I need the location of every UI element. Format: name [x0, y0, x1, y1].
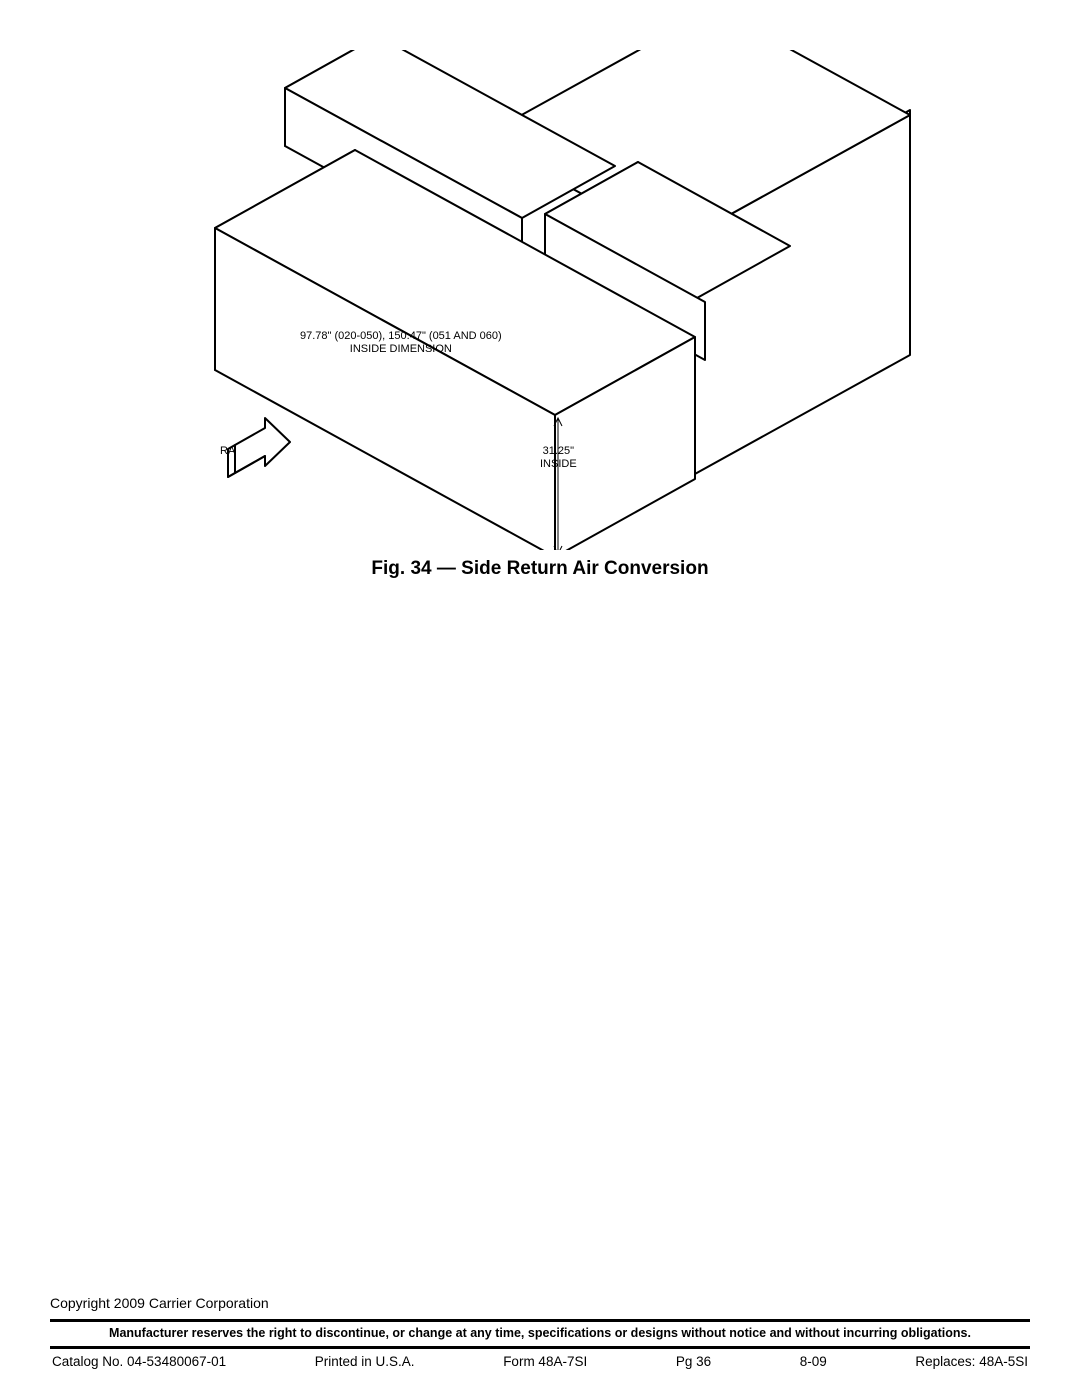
ra-label: RA: [220, 445, 235, 458]
copyright-text: Copyright 2009 Carrier Corporation: [50, 1295, 1030, 1311]
isometric-drawing: [150, 50, 930, 550]
height-dimension-note: INSIDE: [540, 458, 577, 471]
figure-caption: Fig. 34 — Side Return Air Conversion: [50, 558, 1030, 580]
printed-in: Printed in U.S.A.: [315, 1354, 415, 1369]
page-number: Pg 36: [676, 1354, 711, 1369]
page-footer: Copyright 2009 Carrier Corporation Manuf…: [50, 1295, 1030, 1369]
disclaimer-text: Manufacturer reserves the right to disco…: [56, 1326, 1024, 1342]
catalog-number: Catalog No. 04-53480067-01: [52, 1354, 226, 1369]
doc-date: 8-09: [800, 1354, 827, 1369]
form-number: Form 48A-7SI: [503, 1354, 587, 1369]
top-dimension-value: 97.78" (020-050), 150.47" (051 AND 060): [300, 330, 502, 343]
figure-diagram: RA 97.78" (020-050), 150.47" (051 AND 06…: [150, 50, 930, 550]
replaces: Replaces: 48A-5SI: [915, 1354, 1028, 1369]
footer-info-row: Catalog No. 04-53480067-01 Printed in U.…: [50, 1349, 1030, 1369]
footer-box: Manufacturer reserves the right to disco…: [50, 1319, 1030, 1349]
height-dimension-value: 31.25": [540, 445, 577, 458]
top-dimension-note: INSIDE DIMENSION: [300, 343, 502, 356]
